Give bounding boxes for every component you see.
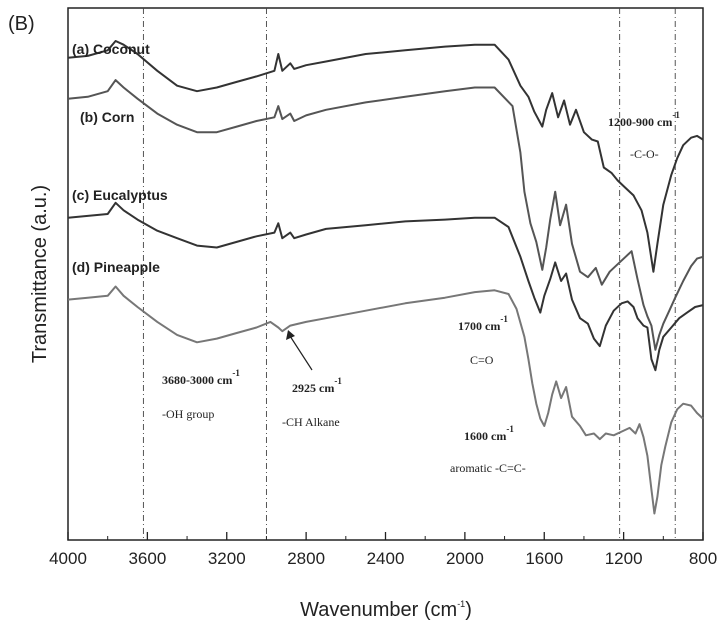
annotation-cc-wavenumber: 1600 cm-1 [464,424,514,443]
x-tick-label-2400: 2400 [367,549,405,568]
series-group [67,40,704,515]
annotation-ch-alkane: -CH Alkane [282,415,340,429]
annotation-co-wavenumber: 1700 cm-1 [458,314,508,333]
annotation-aromatic: aromatic -C=C- [450,461,526,475]
series-line-3 [67,285,704,515]
series-label-eucalyptus: (c) Eucalyptus [72,187,168,203]
x-tick-label-2800: 2800 [287,549,325,568]
annotation-oh-group: -OH group [162,407,214,421]
series-label-coconut: (a) Coconut [72,41,150,57]
x-tick-label-2000: 2000 [446,549,484,568]
annotation-ether: -C-O- [630,147,659,161]
x-tick-label-800: 800 [689,549,717,568]
annotation-co-range: 1200-900 cm-1 [608,110,680,129]
panel-label: (B) [8,13,35,35]
x-tick-label-1600: 1600 [525,549,563,568]
x-tick-label-3200: 3200 [208,549,246,568]
series-line-1 [67,79,704,351]
x-tick-label-3600: 3600 [128,549,166,568]
annotation-ch-wavenumber: 2925 cm-1 [292,376,342,395]
x-tick-label-1200: 1200 [605,549,643,568]
x-axis: 4000 3600 3200 2800 2400 2000 1600 1200 800 [49,532,717,568]
x-tick-label-4000: 4000 [49,549,87,568]
y-axis-title: Transmittance (a.u.) [29,185,51,363]
series-label-pineapple: (d) Pineapple [72,259,160,275]
reference-lines [142,8,676,540]
series-line-2 [67,201,704,372]
series-label-corn: (b) Corn [80,109,134,125]
annotation-carbonyl: C=O [470,353,494,367]
x-axis-title: Wavenumber (cm-1) [300,599,472,621]
annotation-oh-range: 3680-3000 cm-1 [162,368,240,387]
annotation-arrow [286,330,313,371]
series-line-0 [67,40,704,273]
